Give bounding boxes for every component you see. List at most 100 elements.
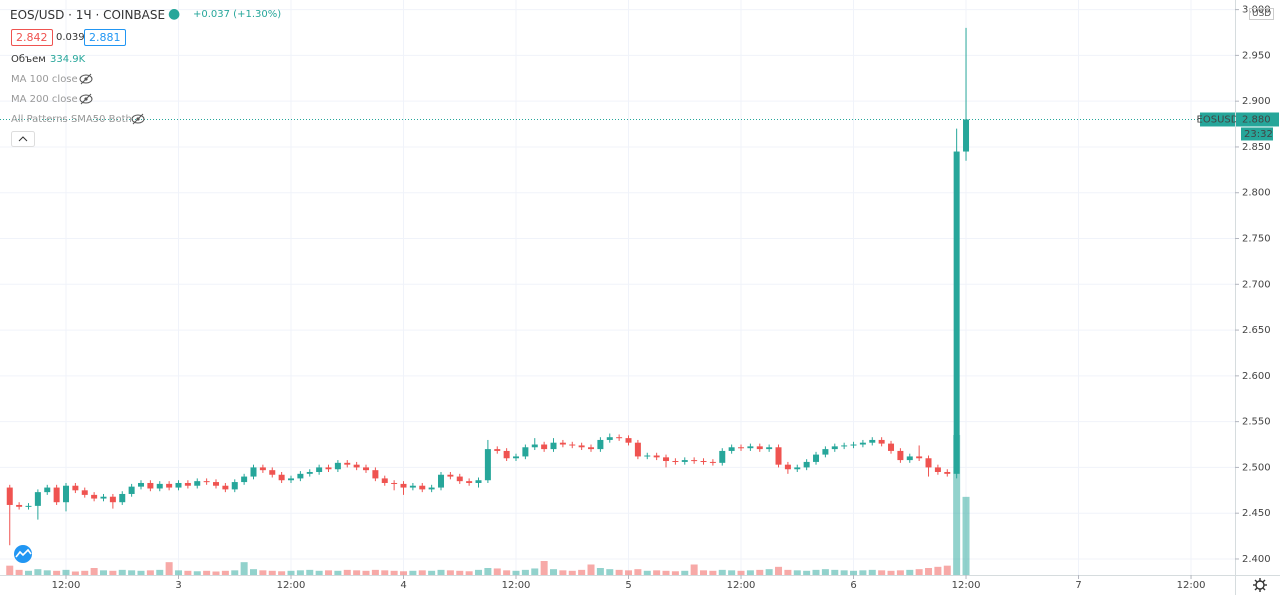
volume-bar (962, 496, 970, 575)
candle-body (841, 445, 848, 447)
candle-body (644, 455, 651, 457)
volume-bar (578, 569, 586, 575)
volume-bar (718, 569, 726, 575)
indicator[interactable]: MA 200 close (11, 94, 78, 105)
volume-bar (43, 570, 51, 575)
volume-bar (343, 569, 351, 575)
volume-bar (568, 570, 576, 575)
candle-body (353, 464, 360, 468)
candle-body (541, 444, 548, 450)
volume-bar (540, 561, 548, 575)
countdown-tag (1241, 127, 1273, 141)
candle-body (231, 482, 238, 490)
candle-body (325, 467, 332, 470)
volume-bar (850, 570, 858, 575)
candle-body (578, 445, 585, 448)
volume-bar (456, 570, 464, 575)
volume-bar (596, 568, 604, 575)
candle-body (203, 481, 210, 483)
candle-body (513, 456, 520, 459)
hidden-icon[interactable] (79, 93, 93, 105)
hidden-icon[interactable] (131, 113, 145, 125)
candle-body (691, 460, 698, 462)
volume-bar (34, 569, 42, 575)
candle-body (494, 449, 501, 451)
candle-body (963, 119, 970, 152)
candle-body (925, 458, 932, 468)
x-tick-label: 12:00 (502, 580, 531, 591)
indicator[interactable]: MA 100 close (11, 74, 78, 85)
currency-unit[interactable]: USD (1249, 8, 1275, 20)
candle-body (869, 439, 876, 443)
candle-body (747, 446, 754, 449)
volume-bar (606, 569, 614, 575)
hidden-icon[interactable] (79, 73, 93, 85)
collapse-button[interactable] (11, 131, 35, 147)
volume-bar (6, 565, 14, 575)
candle-body (634, 442, 641, 457)
volume-bar (625, 570, 633, 575)
volume-bar (709, 570, 717, 575)
volume-bar (118, 569, 126, 575)
candle-body (888, 443, 895, 451)
volume-bar (71, 571, 79, 575)
y-tick-label: 2.900 (1242, 96, 1271, 107)
candle-body (278, 474, 285, 481)
candle-body (138, 482, 145, 487)
volume-bar (662, 570, 670, 575)
volume-bar (700, 570, 708, 575)
volume-bar (484, 568, 492, 575)
candle-body (447, 474, 454, 477)
candle-body (700, 461, 707, 463)
settings-icon[interactable] (1252, 577, 1268, 593)
volume-bar (156, 569, 164, 575)
candle-body (147, 482, 154, 489)
candle-body (559, 442, 566, 445)
volume-bar (690, 564, 698, 575)
candle-body (269, 470, 276, 475)
candle-body (803, 461, 810, 468)
volume-bar (146, 570, 154, 575)
volume-bar (793, 570, 801, 575)
candle-body (728, 447, 735, 451)
y-tick-label: 2.650 (1242, 325, 1271, 336)
x-tick-label: 12:00 (1177, 580, 1206, 591)
y-tick-label: 2.400 (1242, 554, 1271, 565)
price-tag-label: 2.880 (1242, 114, 1271, 125)
candle-body (897, 450, 904, 461)
candle-body (438, 474, 445, 488)
candle-body (184, 482, 191, 486)
indicator[interactable]: All Patterns SMA50 Both (11, 114, 132, 125)
volume-bar (381, 570, 389, 575)
volume-bar (184, 570, 192, 575)
price-tag (1236, 112, 1279, 127)
candle-body (100, 496, 107, 499)
volume-bar (81, 570, 89, 575)
volume-bar (531, 568, 539, 575)
volume-bar (953, 435, 961, 575)
ask-price[interactable]: 2.881 (84, 29, 126, 46)
y-tick-label: 2.850 (1242, 142, 1271, 153)
candle-body (53, 487, 60, 503)
candle-body (916, 456, 923, 459)
volume-value: 334.9K (50, 54, 86, 65)
volume-bar (934, 566, 942, 575)
volume-bar (634, 569, 642, 575)
candle-body (681, 460, 688, 462)
bid-price[interactable]: 2.842 (11, 29, 53, 46)
volume-bar (409, 570, 417, 575)
volume-bar (446, 570, 454, 575)
candle-body (859, 442, 866, 445)
volume-bar (812, 569, 820, 575)
volume-bar (728, 570, 736, 575)
y-tick-label: 2.950 (1242, 50, 1271, 61)
candle-body (672, 461, 679, 463)
volume-bar (803, 570, 811, 575)
volume-bar (231, 570, 239, 575)
volume-bar (268, 570, 276, 575)
volume-bar (615, 569, 623, 575)
volume-bar (681, 570, 689, 575)
volume-bar (437, 569, 445, 575)
logo (14, 545, 32, 563)
